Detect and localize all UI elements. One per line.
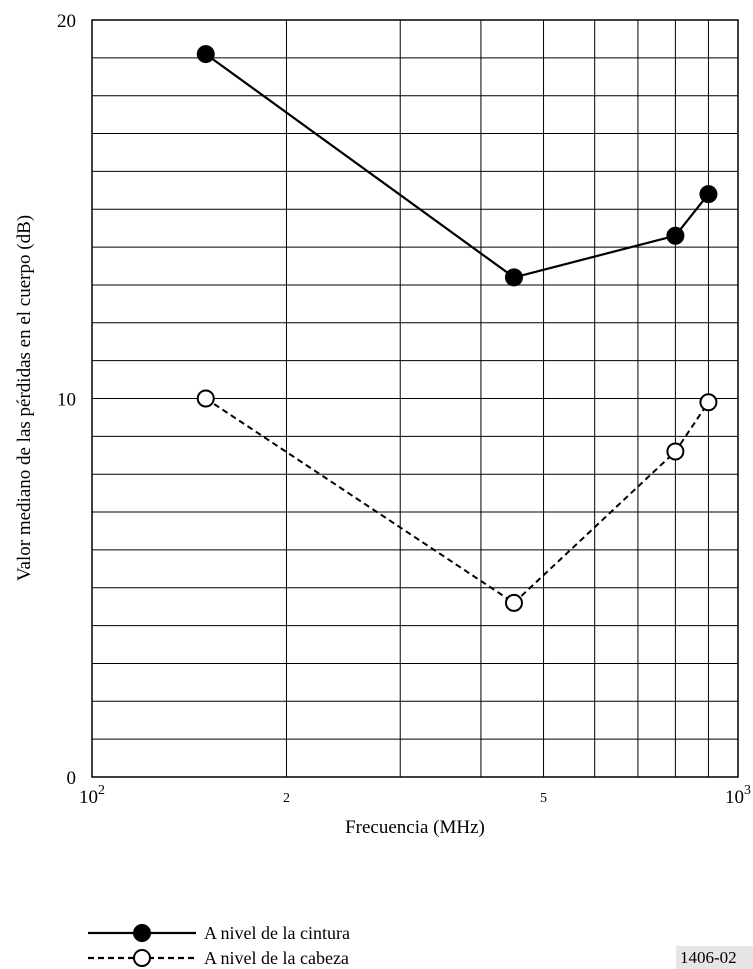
data-point [196, 389, 215, 408]
legend-marker [133, 924, 151, 942]
legend-label: A nivel de la cintura [204, 923, 350, 943]
y-tick-label: 10 [57, 390, 76, 411]
legend-marker [133, 949, 151, 967]
data-point [666, 226, 685, 245]
data-point [699, 185, 718, 204]
series-line-2 [205, 397, 710, 605]
x-tick-label: 5 [540, 791, 547, 806]
data-point [504, 268, 523, 287]
data-point [504, 593, 523, 612]
data-point [666, 442, 685, 461]
legend-label: A nivel de la cabeza [204, 948, 349, 968]
x-tick-label: 103 [725, 783, 751, 808]
plot-grid [92, 20, 738, 777]
x-axis-label: Frecuencia (MHz) [345, 817, 485, 838]
figure-id: 1406-02 [676, 946, 753, 969]
plot-frame [91, 19, 739, 778]
x-tick-label: 102 [79, 783, 105, 808]
data-point [196, 45, 215, 64]
data-point [699, 393, 718, 412]
legend: A nivel de la cintura A nivel de la cabez… [88, 923, 350, 968]
tick-labels: 0 10 20 102 2 5 103 [57, 11, 751, 808]
y-tick-label: 0 [67, 768, 77, 789]
series-layer [196, 45, 718, 612]
y-axis-label: Valor mediano de las pérdidas en el cuer… [14, 215, 35, 581]
x-tick-label: 2 [283, 791, 290, 806]
y-tick-label: 20 [57, 11, 76, 32]
series-line-1 [205, 53, 710, 279]
